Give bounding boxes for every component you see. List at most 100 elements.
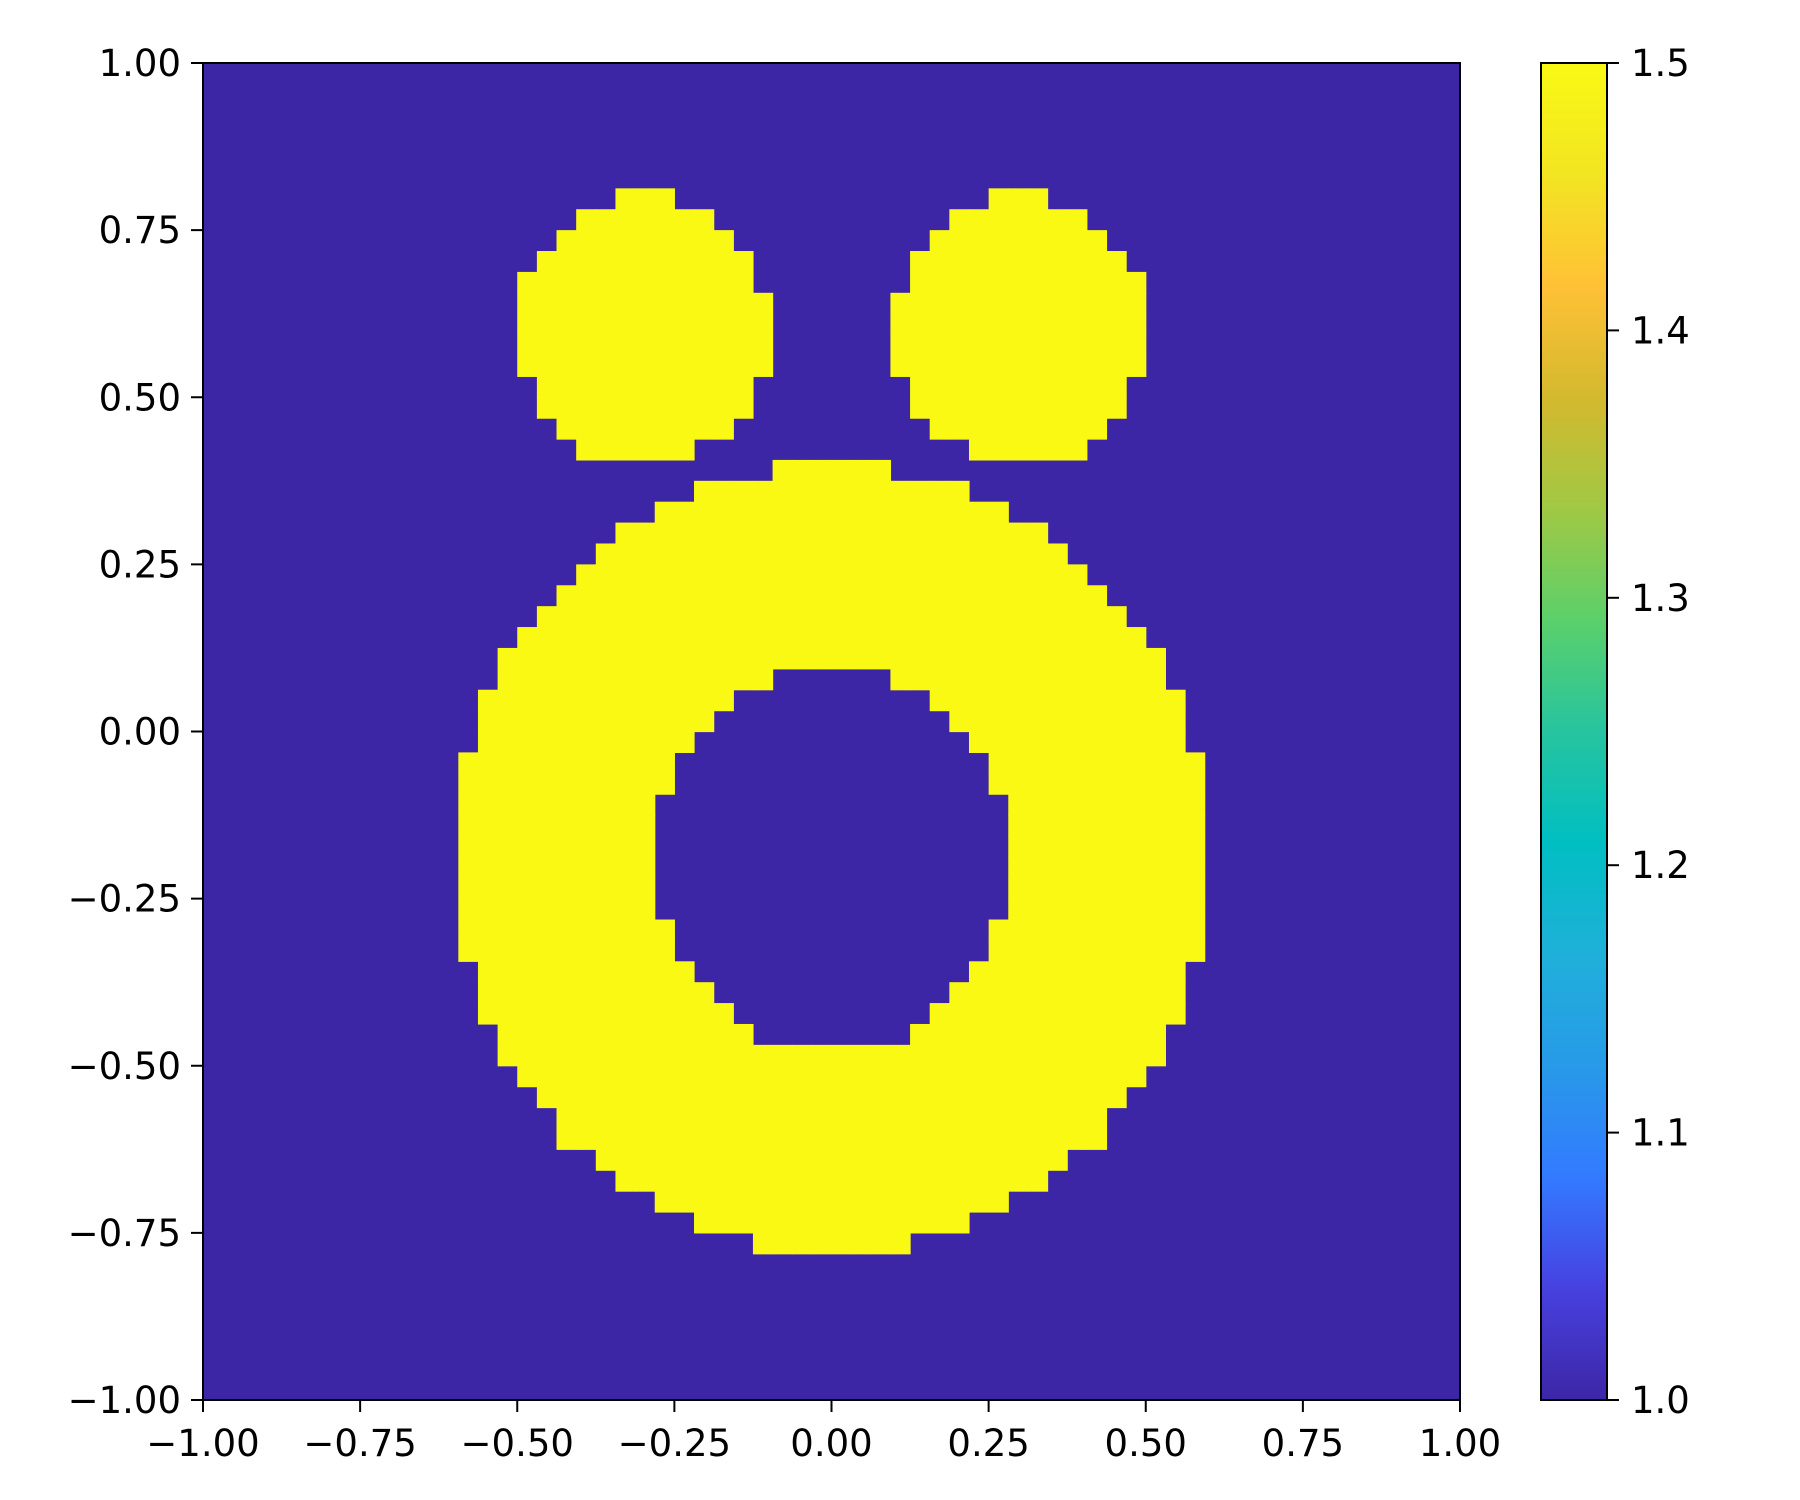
heatmap-cell [1067,397,1088,419]
heatmap-cell [1047,731,1068,753]
heatmap-cell [595,856,617,879]
heatmap-cell [929,397,950,419]
heatmap-cell [752,1170,774,1192]
heatmap-cell [772,1107,793,1130]
heatmap-cell [851,1086,872,1109]
heatmap-cell [988,439,1009,461]
heatmap-cell [595,919,617,942]
heatmap-cell [615,961,636,983]
heatmap-cell [811,627,833,649]
heatmap-cell [949,585,970,607]
heatmap-cell [654,376,675,398]
heatmap-cell [988,1003,1009,1025]
heatmap-cell [890,606,911,628]
heatmap-cell [635,439,656,461]
heatmap-cell [831,1149,852,1171]
heatmap-cell [1047,251,1068,273]
heatmap-cell [536,773,558,795]
heatmap-cell [851,647,872,670]
heatmap-cell [792,480,813,503]
heatmap-cell [1047,292,1068,315]
heatmap-cell [1067,877,1088,900]
heatmap-cell [615,668,636,691]
heatmap-cell [635,710,656,733]
heatmap-cell [595,418,617,440]
heatmap-cell [1047,564,1068,586]
heatmap-cell [851,606,872,628]
heatmap-cell [949,1170,970,1192]
heatmap-cell [1086,230,1108,252]
heatmap-cell [576,334,597,357]
heatmap-cell [929,689,950,712]
heatmap-cell [517,647,538,670]
heatmap-cell [870,1107,892,1130]
heatmap-cell [635,355,656,377]
heatmap-cell [1126,647,1147,670]
heatmap-cell [831,1086,852,1109]
heatmap-cell [635,835,656,858]
heatmap-cell [1008,1170,1029,1192]
heatmap-cell [1067,585,1088,607]
heatmap-cell [595,1128,617,1150]
heatmap-cell [556,1086,577,1109]
heatmap-cell [595,710,617,733]
heatmap-cell [477,877,499,900]
heatmap-cell [949,1191,970,1213]
heatmap-cell [988,188,1009,210]
heatmap-cell [536,898,558,921]
heatmap-cell [1165,961,1186,983]
heatmap-cell [556,835,577,858]
heatmap-cell [851,1232,872,1255]
heatmap-cell [831,501,852,524]
heatmap-cell [1126,1003,1147,1025]
heatmap-cell [713,1170,734,1192]
heatmap-cell [694,334,715,357]
heatmap-cell [968,251,990,273]
heatmap-cell [988,585,1009,607]
heatmap-cell [890,1191,911,1213]
heatmap-cell [1008,710,1029,733]
heatmap-cell [1008,731,1029,753]
heatmap-cell [1047,752,1068,774]
heatmap-cell [1165,815,1186,837]
heatmap-cell [615,647,636,670]
heatmap-cell [949,292,970,315]
heatmap-cell [831,564,852,586]
heatmap-cell [792,1065,813,1088]
heatmap-cell [968,1107,990,1130]
heatmap-cell [536,668,558,691]
heatmap-cell [1067,334,1088,357]
heatmap-cell [1047,689,1068,712]
heatmap-cell [576,1044,597,1067]
heatmap-cell [910,647,931,670]
heatmap-cell [988,564,1009,586]
heatmap-cell [1008,313,1029,336]
heatmap-cell [576,209,597,231]
heatmap-cell [635,794,656,816]
heatmap-cell [1027,940,1049,962]
heatmap-cell [1086,647,1108,670]
heatmap-cell [556,627,577,649]
heatmap-cell [949,543,970,565]
heatmap-cell [1165,1003,1186,1025]
heatmap-cell [1185,898,1206,921]
heatmap-cell [458,856,479,879]
heatmap-cell [1106,376,1127,398]
heatmap-cell [713,522,734,545]
heatmap-cell [635,209,656,231]
colorbar-tick-label: 1.5 [1631,42,1690,85]
heatmap-cell [949,1086,970,1109]
heatmap-cell [1067,752,1088,774]
heatmap-cell [615,439,636,461]
heatmap-cell [1145,647,1166,670]
heatmap-cell [556,1023,577,1046]
heatmap-cell [1165,794,1186,816]
heatmap-cell [674,1170,695,1192]
heatmap-cell [772,1170,793,1192]
heatmap-cell [635,647,656,670]
heatmap-cell [1106,397,1127,419]
heatmap-cell [929,334,950,357]
heatmap-cell [752,1044,774,1067]
heatmap-cell [694,292,715,315]
heatmap-cell [910,564,931,586]
